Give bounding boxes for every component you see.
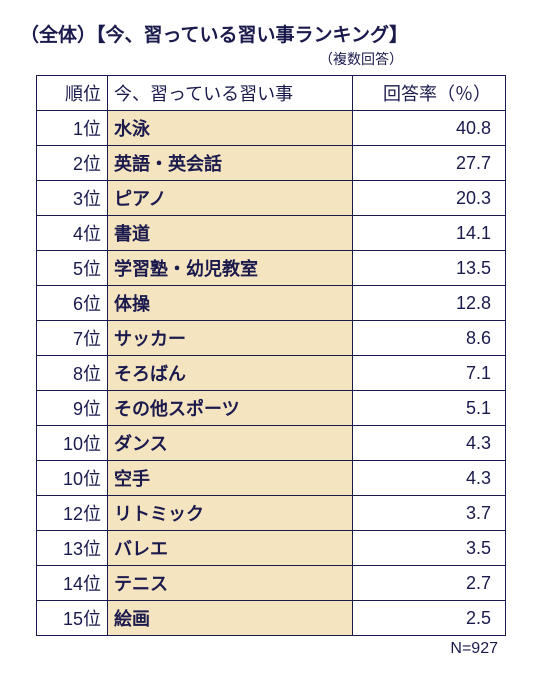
- cell-name: 英語・英会話: [108, 146, 353, 181]
- cell-rank: 2位: [37, 146, 108, 181]
- sample-size: N=927: [20, 640, 522, 658]
- cell-name: リトミック: [108, 496, 353, 531]
- cell-rate: 13.5: [353, 251, 506, 286]
- chart-subtitle: （複数回答）: [20, 49, 522, 69]
- cell-name: 学習塾・幼児教室: [108, 251, 353, 286]
- cell-rate: 2.5: [353, 601, 506, 636]
- table-row: 10位空手4.3: [37, 461, 506, 496]
- cell-rate: 5.1: [353, 391, 506, 426]
- table-row: 9位その他スポーツ5.1: [37, 391, 506, 426]
- table-header-row: 順位 今、習っている習い事 回答率（％）: [37, 76, 506, 111]
- cell-rate: 4.3: [353, 426, 506, 461]
- table-row: 7位サッカー8.6: [37, 321, 506, 356]
- cell-rate: 27.7: [353, 146, 506, 181]
- cell-rank: 8位: [37, 356, 108, 391]
- cell-rate: 2.7: [353, 566, 506, 601]
- table-row: 13位バレエ3.5: [37, 531, 506, 566]
- table-row: 14位テニス2.7: [37, 566, 506, 601]
- ranking-table: 順位 今、習っている習い事 回答率（％） 1位水泳40.82位英語・英会話27.…: [36, 75, 506, 636]
- table-row: 1位水泳40.8: [37, 111, 506, 146]
- col-header-name: 今、習っている習い事: [108, 76, 353, 111]
- cell-rate: 40.8: [353, 111, 506, 146]
- cell-rate: 20.3: [353, 181, 506, 216]
- cell-name: 水泳: [108, 111, 353, 146]
- cell-rank: 6位: [37, 286, 108, 321]
- cell-name: その他スポーツ: [108, 391, 353, 426]
- cell-rank: 4位: [37, 216, 108, 251]
- cell-name: そろばん: [108, 356, 353, 391]
- cell-rank: 14位: [37, 566, 108, 601]
- cell-rate: 3.5: [353, 531, 506, 566]
- cell-rank: 13位: [37, 531, 108, 566]
- cell-rank: 10位: [37, 426, 108, 461]
- cell-rate: 14.1: [353, 216, 506, 251]
- col-header-rank: 順位: [37, 76, 108, 111]
- table-row: 10位ダンス4.3: [37, 426, 506, 461]
- cell-rate: 12.8: [353, 286, 506, 321]
- cell-rank: 15位: [37, 601, 108, 636]
- table-row: 3位ピアノ20.3: [37, 181, 506, 216]
- table-row: 6位体操12.8: [37, 286, 506, 321]
- cell-rate: 4.3: [353, 461, 506, 496]
- cell-rate: 8.6: [353, 321, 506, 356]
- table-row: 4位書道14.1: [37, 216, 506, 251]
- cell-name: サッカー: [108, 321, 353, 356]
- table-body: 1位水泳40.82位英語・英会話27.73位ピアノ20.34位書道14.15位学…: [37, 111, 506, 636]
- cell-rate: 3.7: [353, 496, 506, 531]
- cell-rank: 3位: [37, 181, 108, 216]
- cell-rank: 7位: [37, 321, 108, 356]
- table-row: 5位学習塾・幼児教室13.5: [37, 251, 506, 286]
- cell-name: テニス: [108, 566, 353, 601]
- cell-rank: 10位: [37, 461, 108, 496]
- cell-rank: 9位: [37, 391, 108, 426]
- table-row: 15位絵画2.5: [37, 601, 506, 636]
- cell-rate: 7.1: [353, 356, 506, 391]
- col-header-rate: 回答率（％）: [353, 76, 506, 111]
- cell-name: 書道: [108, 216, 353, 251]
- cell-rank: 12位: [37, 496, 108, 531]
- cell-name: 体操: [108, 286, 353, 321]
- chart-title: （全体）【今、習っている習い事ランキング】: [20, 20, 522, 47]
- cell-name: バレエ: [108, 531, 353, 566]
- cell-rank: 1位: [37, 111, 108, 146]
- cell-name: ダンス: [108, 426, 353, 461]
- table-row: 12位リトミック3.7: [37, 496, 506, 531]
- cell-rank: 5位: [37, 251, 108, 286]
- table-row: 8位そろばん7.1: [37, 356, 506, 391]
- cell-name: 絵画: [108, 601, 353, 636]
- cell-name: ピアノ: [108, 181, 353, 216]
- cell-name: 空手: [108, 461, 353, 496]
- table-row: 2位英語・英会話27.7: [37, 146, 506, 181]
